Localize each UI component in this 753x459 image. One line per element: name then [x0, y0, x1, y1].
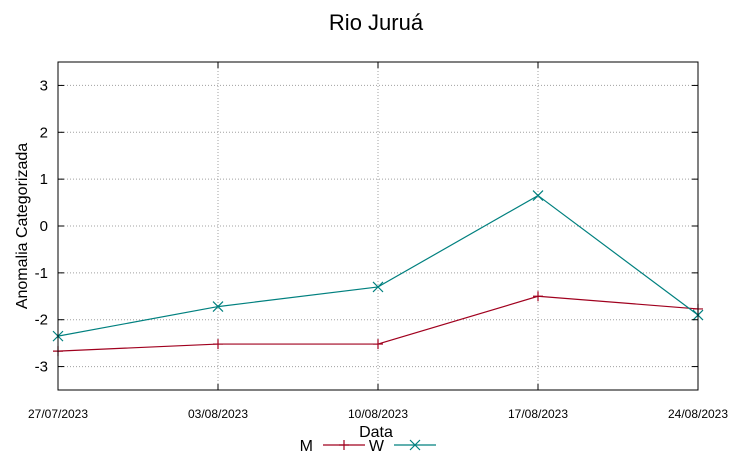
- x-tick-label: 10/08/2023: [348, 407, 408, 421]
- data-point: [212, 301, 224, 313]
- x-axis-label: Data: [359, 424, 393, 441]
- legend-label: M: [300, 438, 313, 455]
- data-point: [409, 439, 421, 451]
- series-line: [57, 194, 699, 337]
- y-tick-label: 1: [40, 171, 48, 188]
- series-W: [52, 190, 704, 342]
- y-tick-label: 3: [40, 77, 48, 94]
- y-tick-label: -3: [35, 359, 48, 376]
- y-tick-label: -2: [35, 312, 48, 329]
- data-point: [339, 440, 349, 450]
- x-axis-ticks: 27/07/2023 03/08/2023 10/08/2023 17/08/2023…: [28, 62, 728, 421]
- data-point: [373, 339, 383, 350]
- y-tick-label: -1: [35, 265, 48, 282]
- x-tick-label: 03/08/2023: [188, 407, 248, 421]
- chart-title: Rio Juruá: [329, 10, 424, 35]
- data-point: [213, 339, 223, 350]
- x-tick-label: 24/08/2023: [668, 407, 728, 421]
- y-tick-label: 0: [40, 218, 48, 235]
- gridlines: [58, 62, 698, 390]
- data-point: [532, 190, 544, 201]
- data-point: [533, 291, 543, 302]
- data-point: [372, 281, 384, 293]
- y-axis-ticks: 3 2 1 0 -1 -2 -3: [35, 77, 698, 376]
- x-tick-label: 27/07/2023: [28, 407, 88, 421]
- legend-label: W: [369, 438, 385, 455]
- y-tick-label: 2: [40, 124, 48, 141]
- y-axis-label: Anomalia Categorizada: [14, 143, 31, 309]
- x-tick-label: 17/08/2023: [508, 407, 568, 421]
